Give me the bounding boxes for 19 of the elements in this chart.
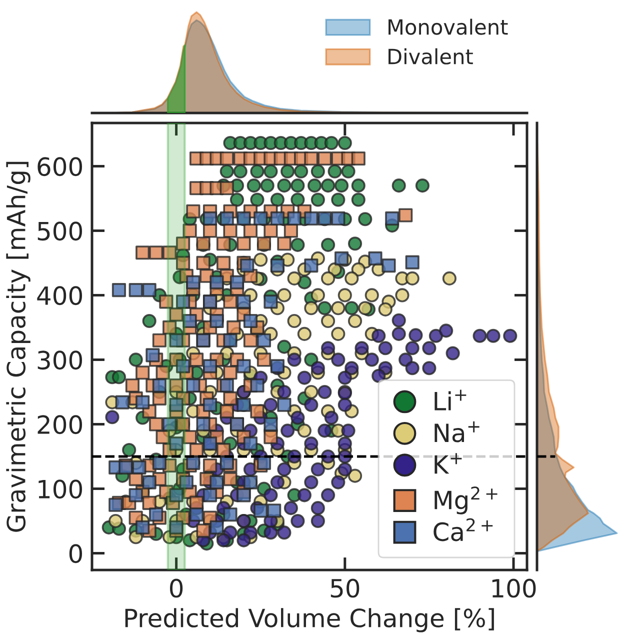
legend-label: Monovalent [388,18,508,35]
y-tick-label: 500 [38,222,82,241]
y-axis-title: Gravimetric Capacity [mAh/g] [6,162,30,532]
legend-label: Divalent [388,48,473,64]
legend-label: Na$^{+}$ [434,421,480,442]
legend-label: K$^{+}$ [434,453,462,474]
y-tick-label: 100 [38,480,82,499]
y-tick-label: 400 [37,286,82,306]
x-tick-label: 0 [170,578,183,598]
x-tick-label: 50 [330,578,360,598]
legend-label: Mg$^{2+}$ [434,486,498,514]
y-tick-label: 0 [69,544,82,564]
y-tick-label: 600 [38,157,82,176]
legend-label: Ca$^{2+}$ [434,518,493,542]
y-tick-label: 200 [38,415,82,434]
x-tick-label: 100 [492,578,536,598]
legend-label: Li$^{+}$ [434,390,466,410]
x-axis-title: Predicted Volume Change [%] [125,608,494,632]
y-tick-label: 300 [38,350,82,370]
